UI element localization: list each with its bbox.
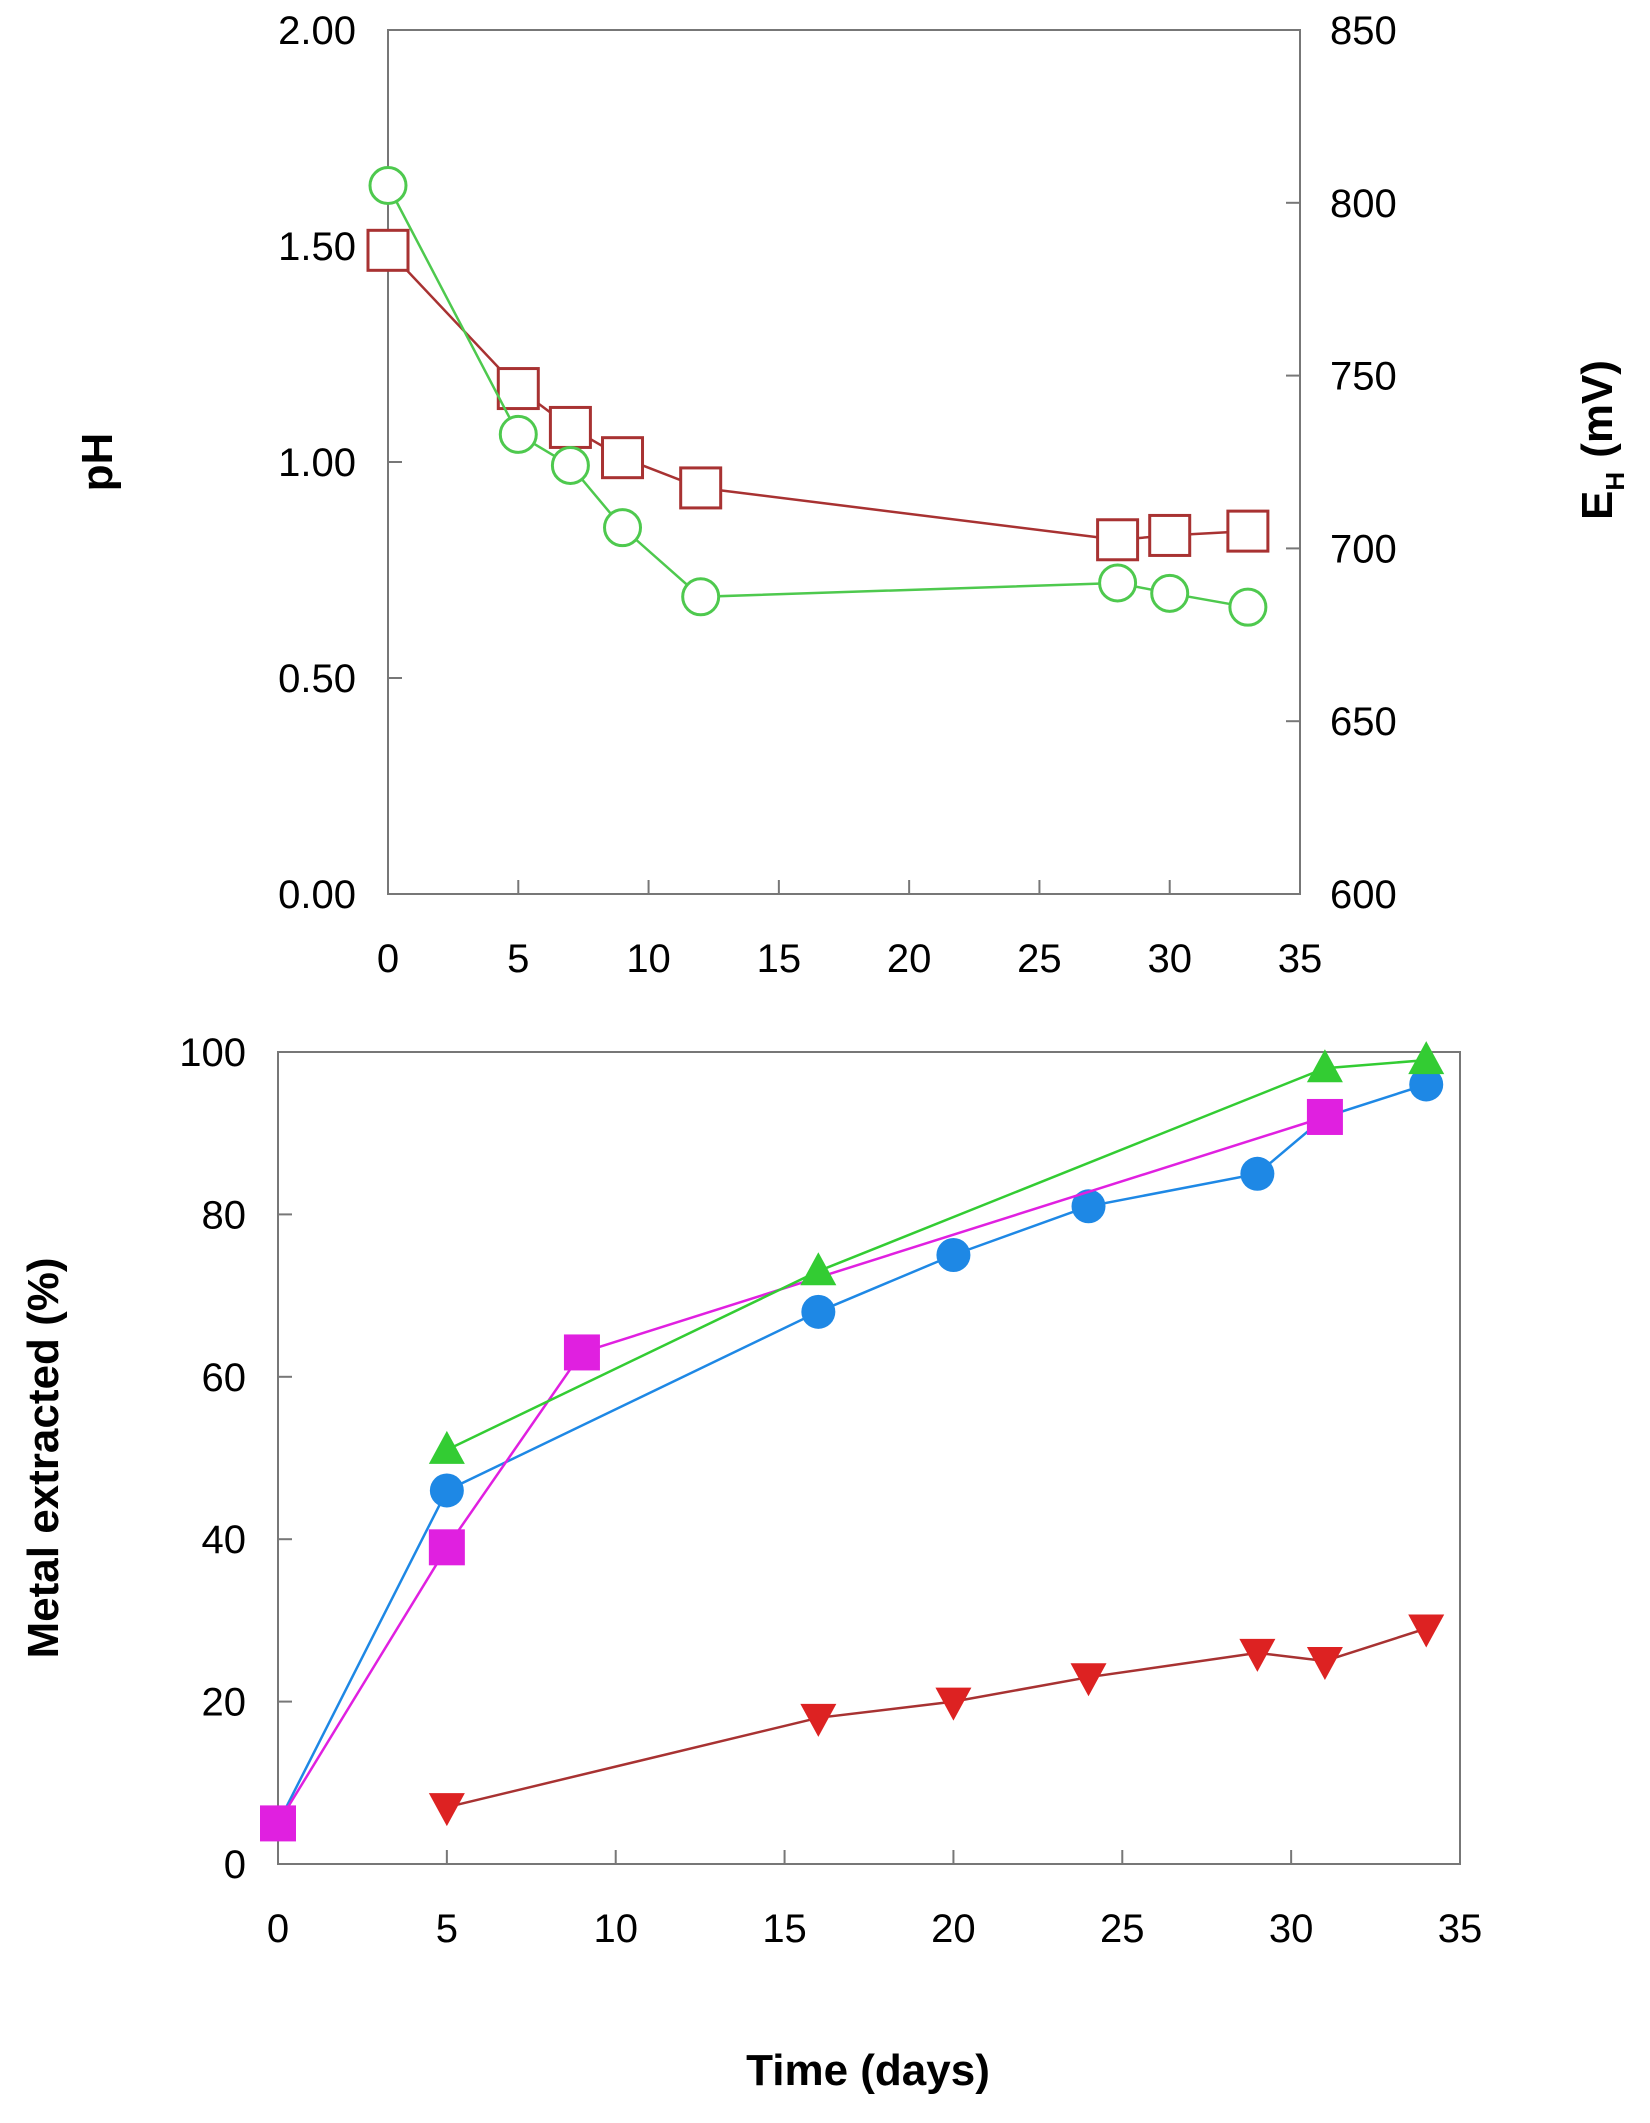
- ph-eh-series-0-point: [679, 466, 723, 510]
- ph-eh-y2-tick-label: 600: [1330, 873, 1397, 917]
- metal-series-3-point: [1239, 1638, 1276, 1672]
- metal-x-tick-label: 15: [762, 1907, 807, 1951]
- ph-eh-y2-tick-label: 700: [1330, 527, 1397, 571]
- ph-eh-plot-frame: [387, 29, 1301, 895]
- metal-series-0-point: [1240, 1156, 1275, 1191]
- metal-series-0-point: [1409, 1067, 1444, 1102]
- ph-eh-y2-tick-label: 650: [1330, 700, 1397, 744]
- ph-eh-x-tick-label: 10: [626, 937, 671, 981]
- ph-eh-y-tick-label: 0.50: [278, 657, 356, 701]
- metal-series-3-point: [1408, 1614, 1445, 1648]
- ph-eh-series-1-point: [1228, 587, 1268, 627]
- metal-series-2-point: [1408, 1041, 1445, 1075]
- ph-eh-series-1-point: [603, 508, 643, 548]
- metal-axes: 0 5 10 15 20 25 30 35 0 20 40 60 80 100: [179, 1031, 1482, 1951]
- metal-series-2-point: [428, 1430, 465, 1464]
- metal-y-tick-label: 0: [224, 1843, 246, 1887]
- metal-series-1-point: [260, 1805, 296, 1842]
- metal-x-tick-label: 30: [1269, 1907, 1314, 1951]
- ph-axis-label: pH: [73, 433, 122, 492]
- metal-y-tick-label: 80: [202, 1193, 247, 1237]
- metal-series-line-3: [446, 1627, 1427, 1809]
- metal-x-tick-label: 25: [1100, 1907, 1145, 1951]
- metal-x-tick-label: 20: [931, 1907, 976, 1951]
- metal-x-tick-label: 10: [593, 1907, 638, 1951]
- metal-y-tick-label: 100: [179, 1031, 246, 1075]
- ph-eh-series-0-point: [1096, 518, 1140, 562]
- ph-eh-y-tick-label: 0.00: [278, 873, 356, 917]
- ph-eh-y2-tick-label: 850: [1330, 9, 1397, 53]
- metal-series-0-point: [429, 1473, 464, 1508]
- ph-eh-series-0-point: [1226, 509, 1270, 553]
- metal-plot-frame: [277, 1051, 1461, 1865]
- ph-eh-series-0-point: [548, 405, 592, 449]
- metal-series-3-point: [1306, 1647, 1343, 1680]
- ph-eh-x-tick-label: 35: [1278, 937, 1323, 981]
- eh-axis-label-sub: H: [1600, 472, 1630, 491]
- metal-series-2-point: [800, 1252, 837, 1286]
- ph-eh-series-0: [366, 228, 1270, 562]
- metal-y-tick-label: 40: [202, 1518, 247, 1562]
- ph-eh-series-0-point: [366, 228, 410, 272]
- eh-axis-label-unit: (mV): [1573, 360, 1622, 458]
- metal-axis-label: Metal extracted (%): [19, 1257, 68, 1658]
- ph-eh-x-tick-label: 30: [1147, 937, 1192, 981]
- metal-series-1: [260, 1098, 1343, 1842]
- metal-series-1-point: [1306, 1098, 1343, 1135]
- metal-series-3-point: [800, 1703, 837, 1737]
- ph-eh-axes: 0 5 10 15 20 25 30 35 0.00 0.50 1.00 1.50 2.00 600 650…: [278, 9, 1397, 981]
- ph-eh-series-0-point: [601, 436, 645, 480]
- metal-series-line-2: [446, 1058, 1427, 1452]
- metal-series-0-point: [801, 1294, 836, 1329]
- metal-series-3: [428, 1614, 1445, 1827]
- ph-eh-series-1-point: [550, 445, 590, 485]
- ph-eh-x-tick-label: 5: [507, 937, 529, 981]
- metal-series-3-point: [935, 1687, 972, 1721]
- time-axis-label: Time (days): [746, 2046, 990, 2095]
- metal-series-line-1: [276, 1115, 1326, 1825]
- ph-eh-chart: 0 5 10 15 20 25 30 35 0.00 0.50 1.00 1.50 2.00 600 650…: [73, 9, 1630, 981]
- ph-eh-series-1-point: [368, 166, 408, 206]
- metal-series-3-point: [1070, 1663, 1107, 1697]
- metal-series-2: [428, 1041, 1445, 1464]
- metal-x-tick-label: 35: [1438, 1907, 1483, 1951]
- metal-series-1-point: [428, 1529, 465, 1566]
- ph-eh-series-1-point: [1150, 573, 1190, 613]
- ph-eh-y2-tick-label: 800: [1330, 182, 1397, 226]
- ph-eh-x-tick-label: 20: [887, 937, 932, 981]
- metal-series-2-point: [1306, 1049, 1343, 1083]
- ph-eh-x-tick-label: 0: [377, 937, 399, 981]
- ph-eh-series-0-point: [496, 367, 540, 411]
- eh-axis-label: EH (mV): [1573, 360, 1630, 520]
- ph-eh-series-1-point: [681, 577, 721, 617]
- metal-series-1-point: [563, 1334, 600, 1371]
- ph-eh-y2-tick-label: 750: [1330, 355, 1397, 399]
- ph-eh-y-tick-label: 2.00: [278, 9, 356, 53]
- ph-eh-y-tick-label: 1.00: [278, 441, 356, 485]
- ph-eh-x-tick-label: 25: [1017, 937, 1062, 981]
- metal-y-tick-label: 60: [202, 1356, 247, 1400]
- ph-eh-y-tick-label: 1.50: [278, 225, 356, 269]
- eh-axis-label-main: E: [1573, 491, 1622, 520]
- metal-series-0-point: [1071, 1189, 1106, 1224]
- metal-series: [260, 1041, 1445, 1842]
- metal-x-tick-label: 0: [267, 1907, 289, 1951]
- metal-extracted-chart: 0 5 10 15 20 25 30 35 0 20 40 60 80 100 Metal extract…: [19, 1031, 1482, 2095]
- ph-eh-series-1: [368, 166, 1268, 627]
- ph-eh-series-1-point: [498, 414, 538, 454]
- ph-eh-series-0-point: [1148, 513, 1192, 557]
- ph-eh-series-1-point: [1098, 563, 1138, 603]
- metal-y-tick-label: 20: [202, 1681, 247, 1725]
- metal-series-0-point: [936, 1238, 971, 1272]
- ph-eh-x-tick-label: 15: [757, 937, 802, 981]
- metal-x-tick-label: 5: [436, 1907, 458, 1951]
- ph-eh-series: [366, 166, 1270, 627]
- metal-series-3-point: [428, 1793, 465, 1827]
